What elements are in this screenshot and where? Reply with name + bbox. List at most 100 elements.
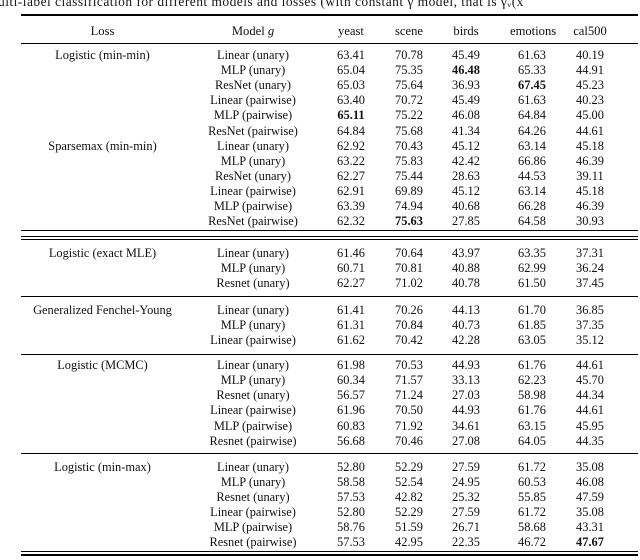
model-label: Linear (pairwise) <box>210 504 296 519</box>
table-row: ResNet (pairwise) 62.32 75.63 27.85 64.58 30.… <box>0 214 640 229</box>
value-cell: 61.63 <box>518 48 546 62</box>
value-cell: 63.14 <box>518 183 546 198</box>
model-label: MLP (unary) <box>220 373 286 388</box>
value-cell: 43.97 <box>452 246 480 261</box>
loss-label: Generalized Fenchel-Young <box>33 302 172 317</box>
model-label: Linear (pairwise) <box>210 93 296 108</box>
value-cell: 65.11 <box>337 108 365 123</box>
value-cell: 71.57 <box>395 373 423 388</box>
table-row: Resnet (pairwise) 57.53 42.95 22.35 46.72 47.… <box>0 535 640 550</box>
table-row: Resnet (unary) 57.53 42.82 25.32 55.85 47.59 <box>0 490 640 505</box>
column-header-emotions: emotions <box>510 23 557 38</box>
value-cell: 71.92 <box>395 418 423 433</box>
value-cell: 27.85 <box>452 214 480 229</box>
value-cell: 45.18 <box>576 183 604 198</box>
value-cell: 57.53 <box>337 535 365 550</box>
value-cell: 34.61 <box>452 418 480 433</box>
table-row: Linear (pairwise) 52.80 52.29 27.59 61.72 35.… <box>0 505 640 520</box>
value-cell: 36.24 <box>576 261 604 276</box>
table-row: Resnet (unary) 56.57 71.24 27.03 58.98 44.34 <box>0 388 640 403</box>
model-label: Resnet (unary) <box>216 388 290 403</box>
column-header-scene: scene <box>395 23 423 38</box>
table-row: ResNet (unary) 62.27 75.44 28.63 44.53 39.11 <box>0 169 640 184</box>
value-cell: 45.12 <box>452 183 480 198</box>
value-cell: 26.71 <box>452 520 480 534</box>
value-cell: 33.13 <box>452 373 480 388</box>
value-cell: 58.68 <box>518 520 546 534</box>
value-cell: 64.84 <box>337 123 365 138</box>
model-label: MLP (unary) <box>220 63 286 78</box>
value-cell: 44.91 <box>576 63 604 78</box>
value-cell: 61.70 <box>518 302 546 317</box>
value-cell: 75.83 <box>395 153 423 168</box>
value-cell: 28.63 <box>452 168 480 183</box>
section4-end-rule <box>21 452 638 454</box>
model-label: Resnet (unary) <box>216 276 290 291</box>
value-cell: 61.76 <box>518 358 546 373</box>
value-cell: 44.93 <box>452 358 480 373</box>
value-cell: 61.72 <box>518 504 546 519</box>
value-cell: 65.33 <box>518 63 546 78</box>
value-cell: 58.76 <box>337 520 365 534</box>
value-cell: 61.50 <box>518 276 546 291</box>
value-cell: 63.35 <box>518 246 546 261</box>
table-row: MLP (unary) 61.31 70.84 40.73 61.85 37.35 <box>0 318 640 333</box>
value-cell: 75.64 <box>395 78 423 93</box>
value-cell: 45.49 <box>452 48 480 62</box>
value-cell: 44.61 <box>576 358 604 373</box>
value-cell: 61.31 <box>337 317 365 332</box>
value-cell: 42.82 <box>395 489 423 504</box>
value-cell: 52.54 <box>395 474 423 489</box>
table-row: MLP (pairwise) 58.76 51.59 26.71 58.68 43.31 <box>0 520 640 535</box>
table-header-row: Loss Model g yeast scene birds emotions … <box>0 24 640 39</box>
value-cell: 44.93 <box>452 403 480 418</box>
value-cell: 64.58 <box>518 214 546 229</box>
value-cell: 47.59 <box>576 489 604 504</box>
value-cell: 45.95 <box>576 418 604 433</box>
column-header-birds: birds <box>453 23 479 38</box>
column-header-cal500: cal500 <box>573 23 607 38</box>
value-cell: 60.71 <box>337 261 365 276</box>
value-cell: 46.39 <box>576 153 604 168</box>
double-separator-rule-a <box>21 235 638 237</box>
model-label: Linear (unary) <box>217 48 289 62</box>
value-cell: 43.31 <box>576 520 604 534</box>
table-caption: ulti-label classification for different … <box>0 0 524 9</box>
model-label: Resnet (pairwise) <box>209 535 297 550</box>
table-row: Generalized Fenchel-Young Linear (unary) 6… <box>0 303 640 318</box>
table-row: Resnet (unary) 62.27 71.02 40.78 61.50 37.45 <box>0 276 640 291</box>
model-label: MLP (pairwise) <box>213 418 293 433</box>
value-cell: 58.98 <box>518 388 546 403</box>
value-cell: 70.84 <box>395 317 423 332</box>
loss-label: Logistic (min-min) <box>55 48 150 62</box>
value-cell: 39.11 <box>576 168 604 183</box>
value-cell: 45.49 <box>452 93 480 108</box>
table-row: MLP (pairwise) 60.83 71.92 34.61 63.15 45.95 <box>0 419 640 434</box>
header-bottom-rule <box>21 43 638 45</box>
model-symbol-g: g <box>267 23 275 38</box>
value-cell: 24.95 <box>452 474 480 489</box>
value-cell: 40.78 <box>452 276 480 291</box>
value-cell: 45.18 <box>576 138 604 153</box>
value-cell: 61.62 <box>337 332 365 347</box>
table-row: Sparsemax (min-min) Linear (unary) 62.92 70… <box>0 139 640 154</box>
model-label: Linear (pairwise) <box>210 332 296 347</box>
value-cell: 70.42 <box>395 332 423 347</box>
value-cell: 75.22 <box>395 108 423 123</box>
value-cell: 70.26 <box>395 302 423 317</box>
value-cell: 61.85 <box>518 317 546 332</box>
model-label: MLP (pairwise) <box>213 199 293 213</box>
value-cell: 55.85 <box>518 489 546 504</box>
model-label: MLP (unary) <box>220 474 286 489</box>
table-row: Linear (pairwise) 63.40 70.72 45.49 61.63 40.… <box>0 93 640 108</box>
table-bottom-rule-b <box>21 553 638 556</box>
value-cell: 57.53 <box>337 489 365 504</box>
table-row: Logistic (MCMC) Linear (unary) 61.98 70.53 4… <box>0 358 640 373</box>
loss-label: Sparsemax (min-min) <box>48 138 157 153</box>
value-cell: 27.03 <box>452 388 480 403</box>
loss-label: Logistic (exact MLE) <box>48 246 157 261</box>
value-cell: 52.29 <box>395 504 423 519</box>
table-row: Logistic (exact MLE) Linear (unary) 61.46 7… <box>0 246 640 261</box>
value-cell: 46.48 <box>452 63 480 78</box>
